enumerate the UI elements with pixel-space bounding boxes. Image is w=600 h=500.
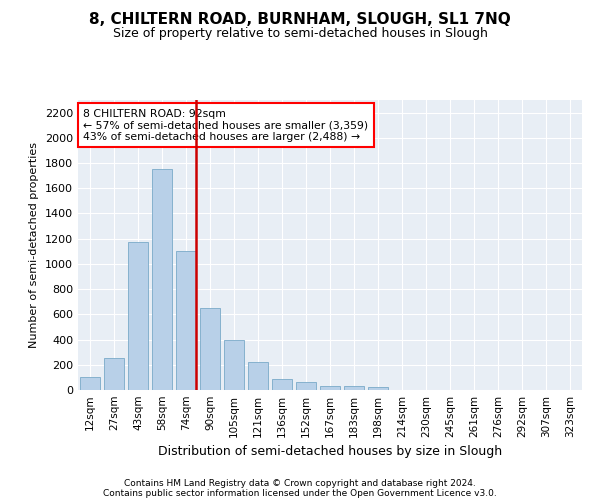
Bar: [224, 340, 244, 390]
Bar: [248, 362, 268, 390]
Text: Contains HM Land Registry data © Crown copyright and database right 2024.: Contains HM Land Registry data © Crown c…: [124, 478, 476, 488]
Bar: [368, 388, 388, 390]
Text: Size of property relative to semi-detached houses in Slough: Size of property relative to semi-detach…: [113, 28, 487, 40]
Y-axis label: Number of semi-detached properties: Number of semi-detached properties: [29, 142, 40, 348]
Bar: [104, 358, 124, 390]
Bar: [344, 386, 364, 390]
Text: Contains public sector information licensed under the Open Government Licence v3: Contains public sector information licen…: [103, 488, 497, 498]
Text: 8 CHILTERN ROAD: 92sqm
← 57% of semi-detached houses are smaller (3,359)
43% of : 8 CHILTERN ROAD: 92sqm ← 57% of semi-det…: [83, 108, 368, 142]
Bar: [128, 242, 148, 390]
Bar: [200, 308, 220, 390]
Bar: [80, 378, 100, 390]
Bar: [152, 170, 172, 390]
Bar: [320, 386, 340, 390]
Text: 8, CHILTERN ROAD, BURNHAM, SLOUGH, SL1 7NQ: 8, CHILTERN ROAD, BURNHAM, SLOUGH, SL1 7…: [89, 12, 511, 28]
Bar: [296, 382, 316, 390]
Bar: [272, 378, 292, 390]
Bar: [176, 252, 196, 390]
X-axis label: Distribution of semi-detached houses by size in Slough: Distribution of semi-detached houses by …: [158, 446, 502, 458]
